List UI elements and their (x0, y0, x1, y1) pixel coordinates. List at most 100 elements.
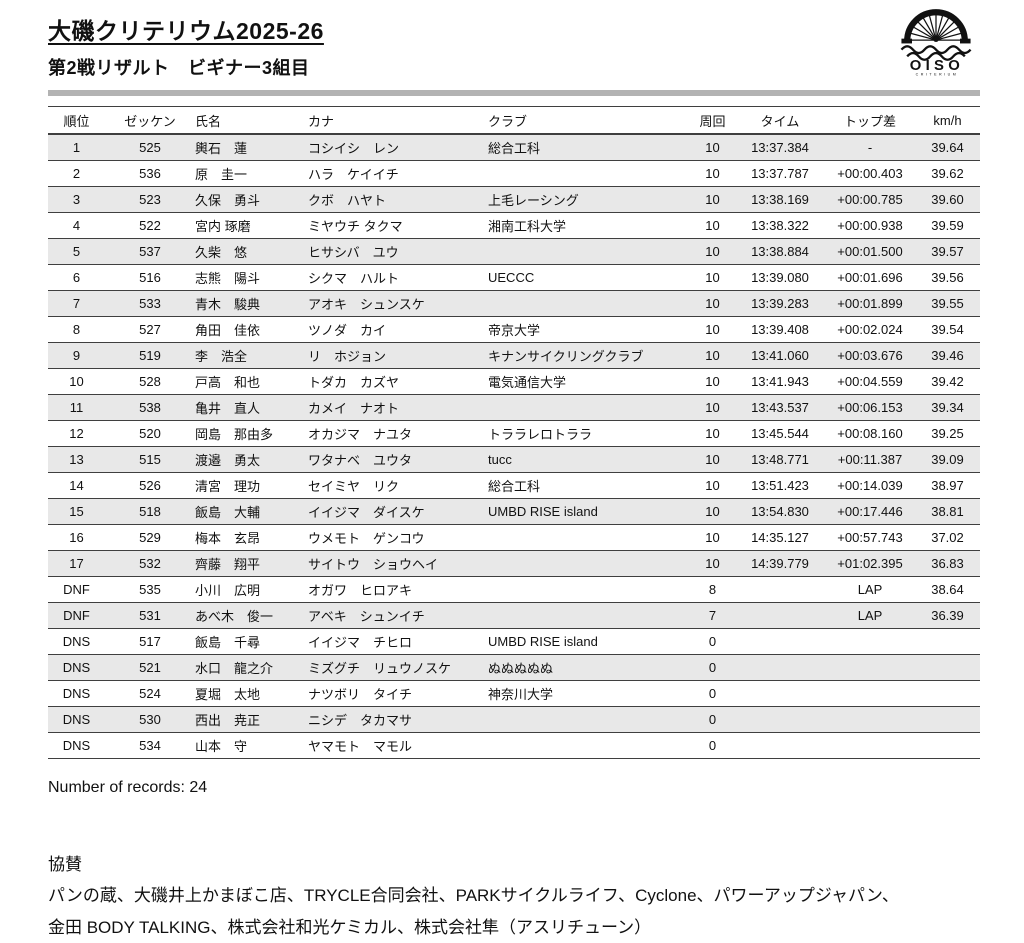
cell-laps: 10 (690, 316, 735, 343)
cell-club: ぬぬぬぬぬ (488, 654, 690, 681)
cell-kmh: 39.46 (915, 342, 980, 369)
cell-kmh: 39.64 (915, 134, 980, 161)
cell-name: 角田 佳依 (195, 316, 308, 343)
results-table: 順位 ゼッケン 氏名 カナ クラブ 周回 タイム トップ差 km/h 1 525 輿… (48, 106, 980, 759)
cell-laps: 10 (690, 212, 735, 239)
cell-bib: 533 (105, 290, 195, 317)
cell-club (488, 238, 690, 265)
cell-gap: +00:14.039 (825, 472, 915, 499)
cell-kana: サイトウ ショウヘイ (308, 550, 488, 577)
cell-kana: ミヤウチ タクマ (308, 212, 488, 239)
logo-text: OISO (910, 58, 964, 74)
cell-kana: ウメモト ゲンコウ (308, 524, 488, 551)
cell-kana: ミズグチ リュウノスケ (308, 654, 488, 681)
cell-kana: ヒサシバ ユウ (308, 238, 488, 265)
column-header-time: タイム (735, 106, 825, 135)
cell-laps: 10 (690, 290, 735, 317)
cell-rank: 7 (48, 290, 105, 317)
cell-laps: 0 (690, 654, 735, 681)
results-table-header: 順位 ゼッケン 氏名 カナ クラブ 周回 タイム トップ差 km/h (48, 106, 980, 135)
cell-name: 山本 守 (195, 732, 308, 759)
logo-subtext: CRITERIUM (916, 73, 959, 77)
cell-gap: +00:03.676 (825, 342, 915, 369)
cell-gap: +00:06.153 (825, 394, 915, 421)
cell-gap: LAP (825, 602, 915, 629)
table-row: 12 520 岡島 那由多 オカジマ ナユタ トララレロトララ 10 13:45.544 +0… (48, 420, 980, 447)
cell-kana: ツノダ カイ (308, 316, 488, 343)
cell-rank: 13 (48, 446, 105, 473)
cell-kmh (915, 732, 980, 759)
cell-rank: DNF (48, 576, 105, 603)
table-row: 5 537 久柴 悠ヒサシバ ユウ 10 13:38.884 +00:01.500 39.5… (48, 238, 980, 265)
cell-time: 14:35.127 (735, 524, 825, 551)
cell-time: 13:54.830 (735, 498, 825, 525)
cell-name: 水口 龍之介 (195, 654, 308, 681)
cell-laps: 10 (690, 472, 735, 499)
cell-laps: 7 (690, 602, 735, 629)
cell-club: トララレロトララ (488, 420, 690, 447)
cell-laps: 10 (690, 238, 735, 265)
cell-rank: 6 (48, 264, 105, 291)
cell-kmh: 39.62 (915, 160, 980, 187)
cell-club (488, 550, 690, 577)
cell-gap: - (825, 134, 915, 161)
table-row: 6 516 志熊 陽斗 シクマ ハルト UECCC 10 13:39.080 +00:01.6… (48, 264, 980, 291)
cell-gap: +00:57.743 (825, 524, 915, 551)
cell-kana: ハラ ケイイチ (308, 160, 488, 187)
cell-club: 総合工科 (488, 472, 690, 499)
cell-bib: 530 (105, 706, 195, 733)
cell-rank: 3 (48, 186, 105, 213)
header-row: 順位 ゼッケン 氏名 カナ クラブ 周回 タイム トップ差 km/h (48, 106, 980, 135)
cell-gap: +00:00.785 (825, 186, 915, 213)
cell-club (488, 602, 690, 629)
cell-bib: 537 (105, 238, 195, 265)
cell-kana: トダカ カズヤ (308, 368, 488, 395)
cell-rank: DNF (48, 602, 105, 629)
cell-gap: +00:02.024 (825, 316, 915, 343)
cell-kmh (915, 706, 980, 733)
cell-kmh: 39.59 (915, 212, 980, 239)
sponsors-section: 協賛 パンの蔵、大磯井上かまぼこ店、TRYCLE合同会社、PARKサイクルライフ… (48, 849, 980, 943)
cell-rank: 4 (48, 212, 105, 239)
cell-laps: 10 (690, 368, 735, 395)
cell-name: 岡島 那由多 (195, 420, 308, 447)
cell-club (488, 576, 690, 603)
table-row: DNF 535 小川 広明 オガワ ヒロアキ 8 LAP 38.64 (48, 576, 980, 603)
cell-laps: 10 (690, 264, 735, 291)
cell-laps: 10 (690, 550, 735, 577)
cell-bib: 519 (105, 342, 195, 369)
cell-rank: DNS (48, 706, 105, 733)
cell-club (488, 706, 690, 733)
cell-bib: 526 (105, 472, 195, 499)
cell-club: 上毛レーシング (488, 186, 690, 213)
cell-name: 梅本 玄昂 (195, 524, 308, 551)
cell-rank: 14 (48, 472, 105, 499)
cell-time: 13:41.943 (735, 368, 825, 395)
table-row: 10 528 戸高 和也 トダカ カズヤ 電気通信大学 10 13:41.943 +00:04… (48, 368, 980, 395)
cell-kana: ヤマモト マモル (308, 732, 488, 759)
table-row: 11 538 亀井 直人 カメイ ナオト 10 13:43.537 +00:06.153 39… (48, 394, 980, 421)
cell-club: 電気通信大学 (488, 368, 690, 395)
cell-name: 青木 駿典 (195, 290, 308, 317)
cell-time: 13:41.060 (735, 342, 825, 369)
cell-name: 飯島 大輔 (195, 498, 308, 525)
results-tbody: 1 525 輿石 蓮コシイシ レン 総合工科 10 13:37.384-39.64 2 536… (48, 134, 980, 759)
cell-gap: +00:01.696 (825, 264, 915, 291)
cell-kana: オガワ ヒロアキ (308, 576, 488, 603)
cell-club: 神奈川大学 (488, 680, 690, 707)
column-header-gap: トップ差 (825, 106, 915, 135)
cell-rank: DNS (48, 654, 105, 681)
cell-kmh (915, 680, 980, 707)
cell-name: 小川 広明 (195, 576, 308, 603)
cell-kmh: 39.54 (915, 316, 980, 343)
cell-time: 14:39.779 (735, 550, 825, 577)
cell-gap (825, 654, 915, 681)
cell-time: 13:39.283 (735, 290, 825, 317)
cell-gap: +00:00.403 (825, 160, 915, 187)
cell-rank: 5 (48, 238, 105, 265)
cell-name: 齊藤 翔平 (195, 550, 308, 577)
cell-kmh: 39.34 (915, 394, 980, 421)
cell-bib: 529 (105, 524, 195, 551)
cell-gap: +00:01.500 (825, 238, 915, 265)
